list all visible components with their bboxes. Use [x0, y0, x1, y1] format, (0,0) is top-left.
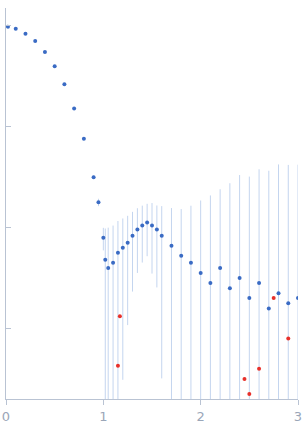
svg-text:2: 2	[197, 409, 205, 424]
svg-text:0: 0	[2, 409, 10, 424]
svg-text:3: 3	[294, 409, 302, 424]
svg-text:1: 1	[99, 409, 107, 424]
